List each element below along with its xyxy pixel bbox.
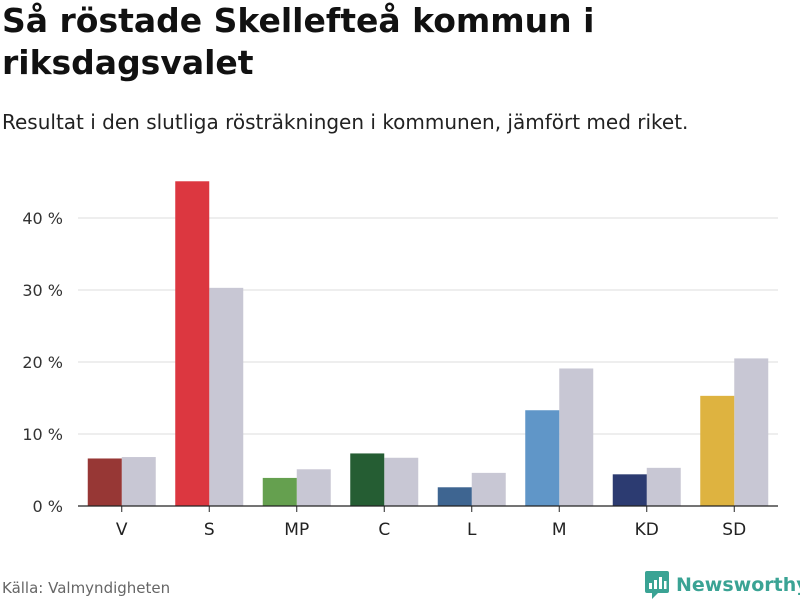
bar-kommun-v <box>87 458 122 506</box>
x-tick-label: C <box>378 520 390 540</box>
bar-chart: 0 % 10 % 20 % 30 % 40 % V S MP C L M KD SD <box>22 181 778 540</box>
bars <box>87 181 769 506</box>
bar-riket-s <box>209 287 244 506</box>
x-tick-label: SD <box>722 520 746 540</box>
x-tick-label: KD <box>635 520 659 540</box>
bar-kommun-s <box>175 181 210 506</box>
bar-kommun-mp <box>262 477 297 506</box>
x-tick-label: V <box>116 520 128 540</box>
newsworthy-logo: Newsworthy <box>644 570 800 600</box>
x-tick-label: S <box>204 520 215 540</box>
bar-kommun-m <box>525 410 560 506</box>
y-tick-label: 30 % <box>22 281 63 300</box>
y-axis-ticks: 0 % 10 % 20 % 30 % 40 % <box>22 209 63 516</box>
newsworthy-logo-icon <box>645 571 669 599</box>
x-tick-label: MP <box>284 520 309 540</box>
bar-kommun-l <box>437 487 472 506</box>
bar-kommun-kd <box>612 474 647 506</box>
bar-kommun-c <box>350 453 385 506</box>
bar-kommun-sd <box>700 395 735 506</box>
bar-riket-mp <box>296 469 331 506</box>
y-tick-label: 20 % <box>22 353 63 372</box>
bar-riket-v <box>121 457 156 506</box>
x-tick-label: L <box>467 520 477 540</box>
bar-riket-kd <box>646 467 681 506</box>
bar-riket-c <box>384 457 419 506</box>
bar-riket-m <box>559 368 594 506</box>
y-tick-label: 0 % <box>33 497 63 516</box>
chart-title: Så röstade Skellefteå kommun i riksdagsv… <box>2 1 595 82</box>
brand-name: Newsworthy <box>676 574 800 596</box>
bar-riket-l <box>471 472 506 506</box>
chart-subtitle: Resultat i den slutliga rösträkningen i … <box>2 110 689 134</box>
y-tick-label: 40 % <box>22 209 63 228</box>
x-axis-ticks: V S MP C L M KD SD <box>78 505 778 540</box>
source-note: Källa: Valmyndigheten <box>2 579 171 597</box>
x-tick-label: M <box>552 520 567 540</box>
bar-riket-sd <box>734 358 769 506</box>
y-tick-label: 10 % <box>22 425 63 444</box>
